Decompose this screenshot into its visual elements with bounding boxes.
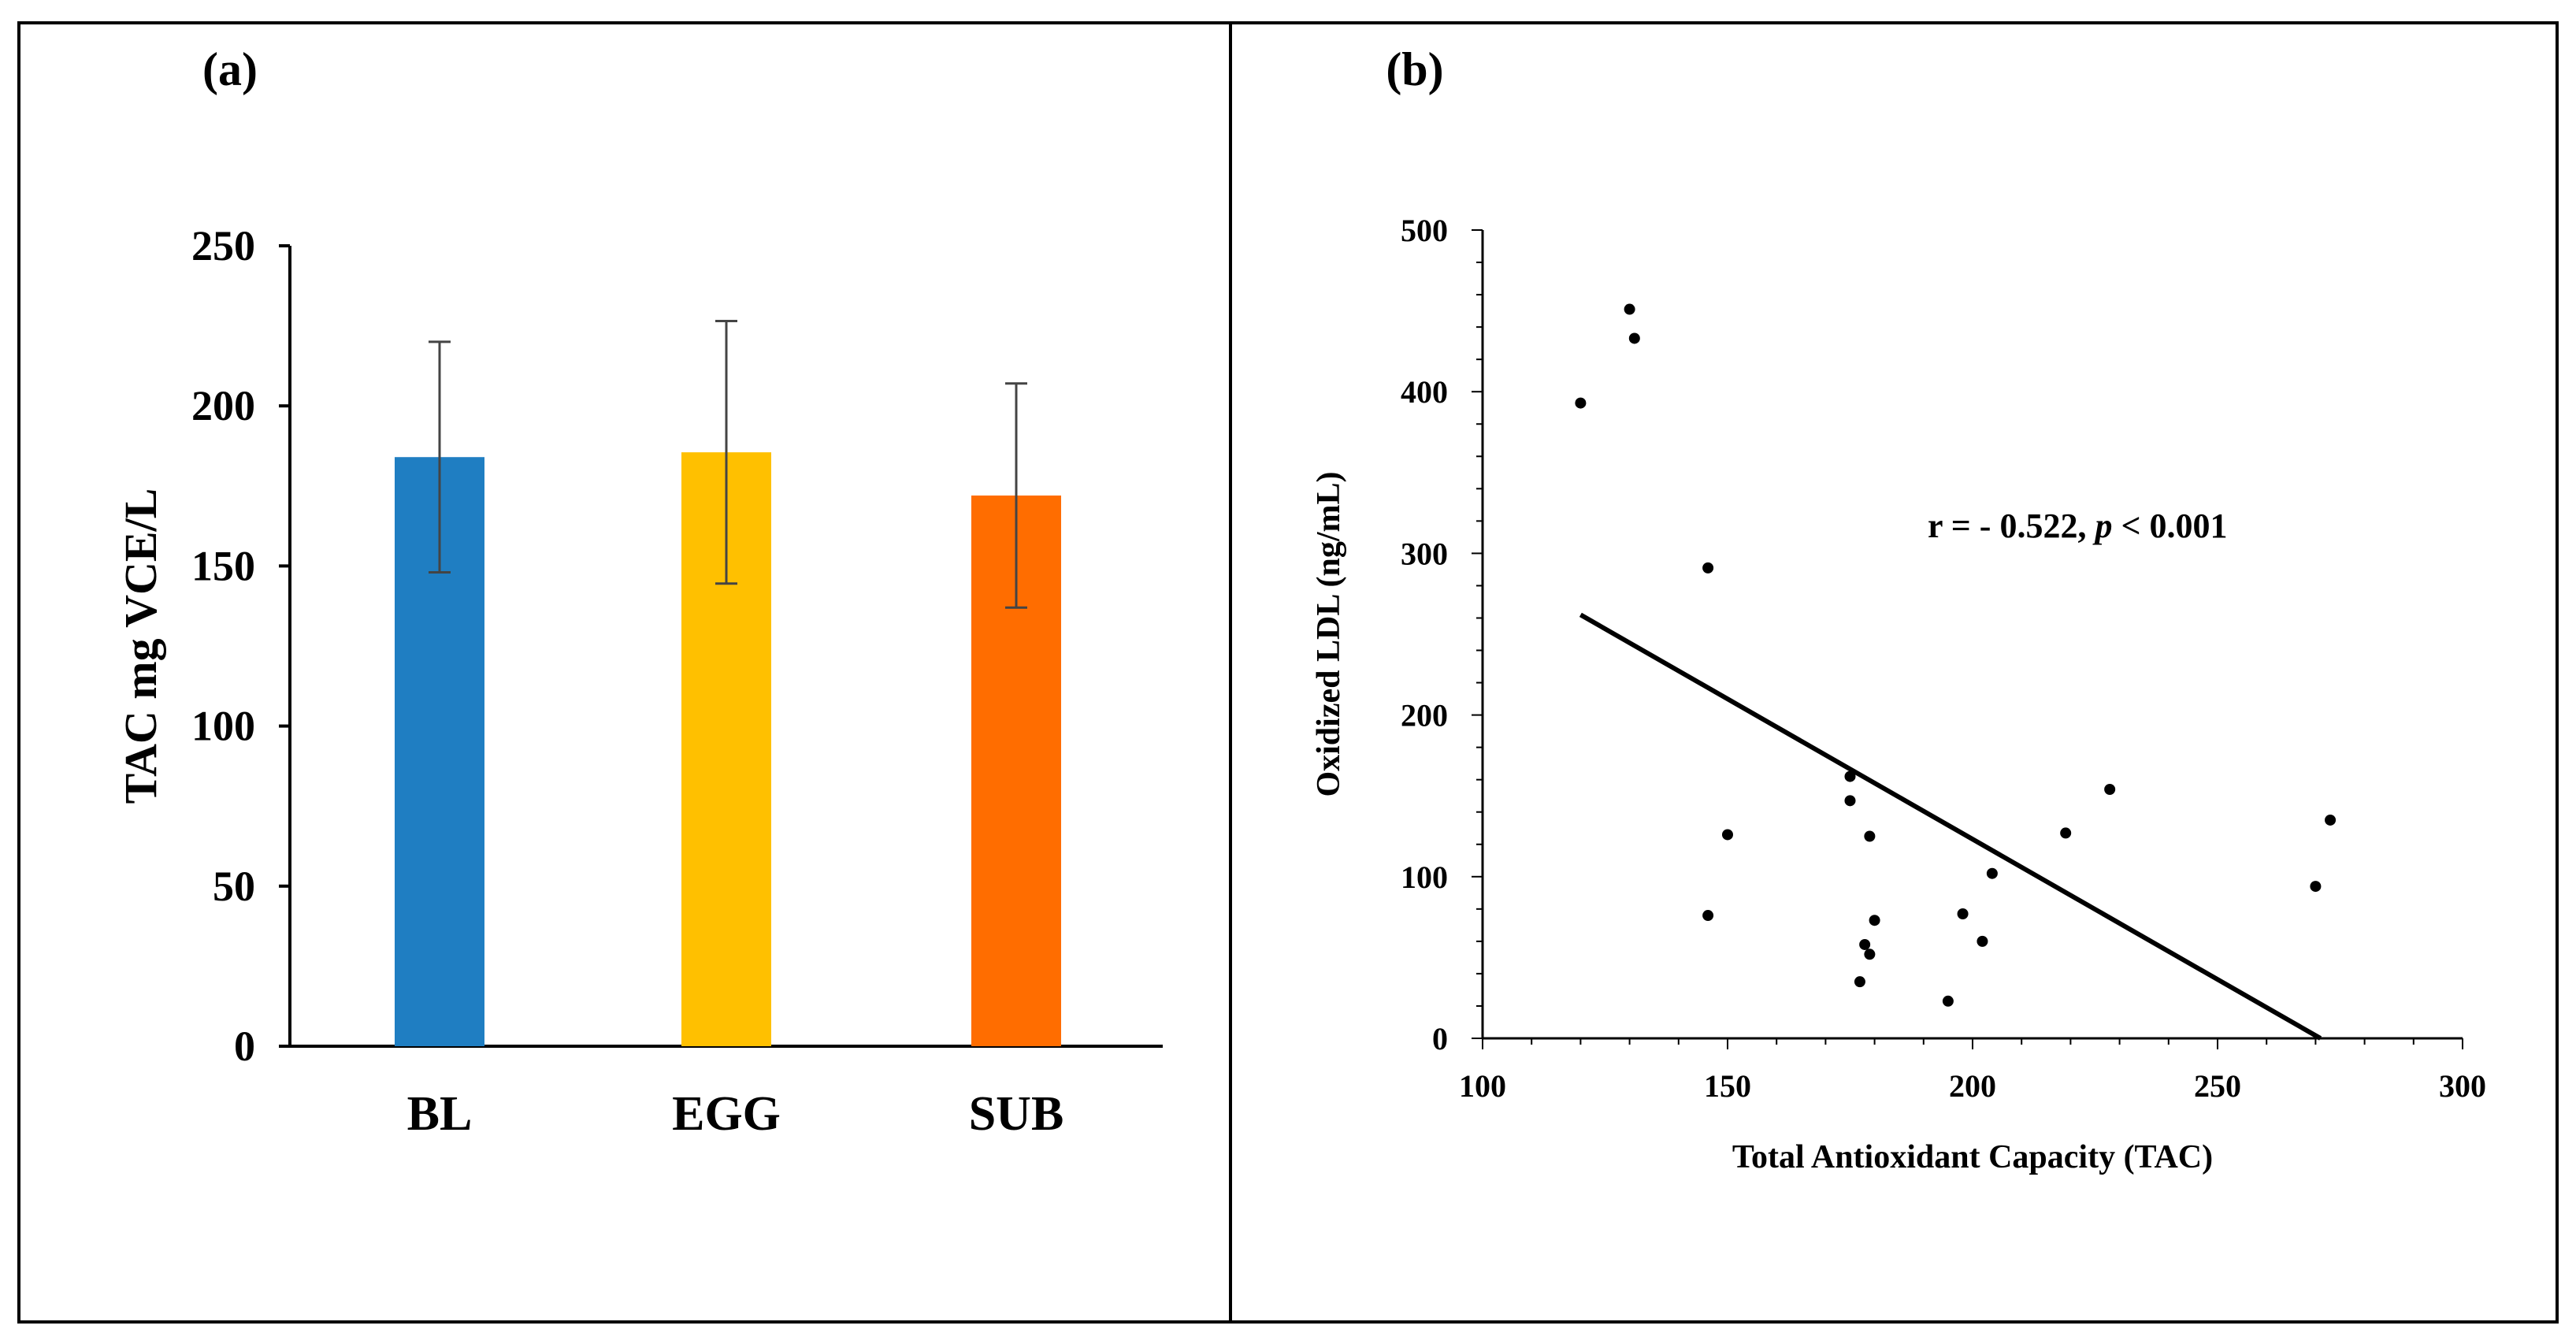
a-y-tick-label: 150 [191, 542, 255, 589]
b-x-tick-label: 150 [1704, 1068, 1751, 1104]
scatter-point [1702, 562, 1714, 574]
scatter-point [1957, 908, 1969, 919]
scatter-point [1859, 938, 1871, 950]
b-x-tick-label: 200 [1949, 1068, 1996, 1104]
panel-b-frame [1229, 21, 2559, 1324]
correlation-annotation: r = - 0.522, p < 0.001 [1928, 507, 2228, 545]
a-y-tick-label: 200 [191, 382, 255, 429]
scatter-point [1942, 995, 1954, 1007]
scatter-point [2310, 881, 2322, 893]
scatter-point [1864, 949, 1876, 960]
panel-a-bar-chart: (a) 0 50 100 150 200 250 BL EGG SUB TAC mg VCE/… [17, 21, 1232, 1324]
b-y-tick-label: 500 [1401, 213, 1448, 248]
annotation-suffix: < 0.001 [2112, 507, 2227, 545]
scatter-point [1977, 935, 1988, 947]
scatter-point [1722, 829, 1733, 841]
annotation-p-italic: p [2092, 507, 2112, 545]
scatter-point [1854, 976, 1865, 988]
a-y-tick-label: 0 [234, 1023, 255, 1070]
scatter-point [1844, 795, 1856, 807]
panel-a-marks: BL EGG SUB [395, 320, 1064, 1141]
annotation-prefix: r = - 0.522, [1928, 507, 2095, 545]
a-y-tick-label: 100 [191, 703, 255, 750]
category-label-bl: BL [407, 1087, 473, 1141]
panel-b-y-axis-label: Oxidized LDL (ng/mL) [1311, 471, 1347, 796]
scatter-point [2325, 814, 2337, 826]
scatter-point [1575, 397, 1587, 409]
b-x-tick-label: 250 [2194, 1068, 2241, 1104]
scatter-point [2060, 827, 2072, 839]
scatter-point [1844, 770, 1856, 782]
panel-a-label: (a) [202, 43, 258, 95]
b-x-tick-label: 100 [1459, 1068, 1506, 1104]
trendline [1579, 612, 2322, 1041]
scatter-point [2104, 783, 2116, 795]
panel-b-scatter-chart: (b) 0 100 200 300 400 500 100 150 200 250 300 Oxid… [1229, 21, 2559, 1324]
scatter-point [1702, 910, 1714, 922]
b-x-tick-label: 300 [2439, 1068, 2486, 1104]
b-y-tick-label: 100 [1401, 859, 1448, 895]
panel-b-marks [1575, 303, 2337, 1041]
scatter-point [1986, 867, 1998, 879]
scatter-point [1628, 332, 1640, 344]
a-y-tick-label: 50 [213, 863, 255, 910]
scatter-point [1864, 830, 1876, 842]
scatter-point [1624, 303, 1635, 315]
panel-b-axes: 0 100 200 300 400 500 100 150 200 250 300 [1401, 213, 2486, 1104]
b-y-tick-label: 200 [1401, 698, 1448, 733]
category-label-egg: EGG [672, 1087, 781, 1141]
panel-a-y-axis-label: TAC mg VCE/L [115, 488, 166, 804]
b-y-tick-label: 400 [1401, 374, 1448, 410]
b-y-tick-label: 0 [1432, 1021, 1448, 1056]
panel-b-x-axis-label: Total Antioxidant Capacity (TAC) [1732, 1139, 2213, 1175]
scatter-point [1869, 915, 1880, 926]
b-y-tick-label: 300 [1401, 536, 1448, 571]
category-label-sub: SUB [969, 1087, 1064, 1141]
a-y-tick-label: 250 [191, 222, 255, 269]
panel-b-label: (b) [1386, 43, 1443, 95]
